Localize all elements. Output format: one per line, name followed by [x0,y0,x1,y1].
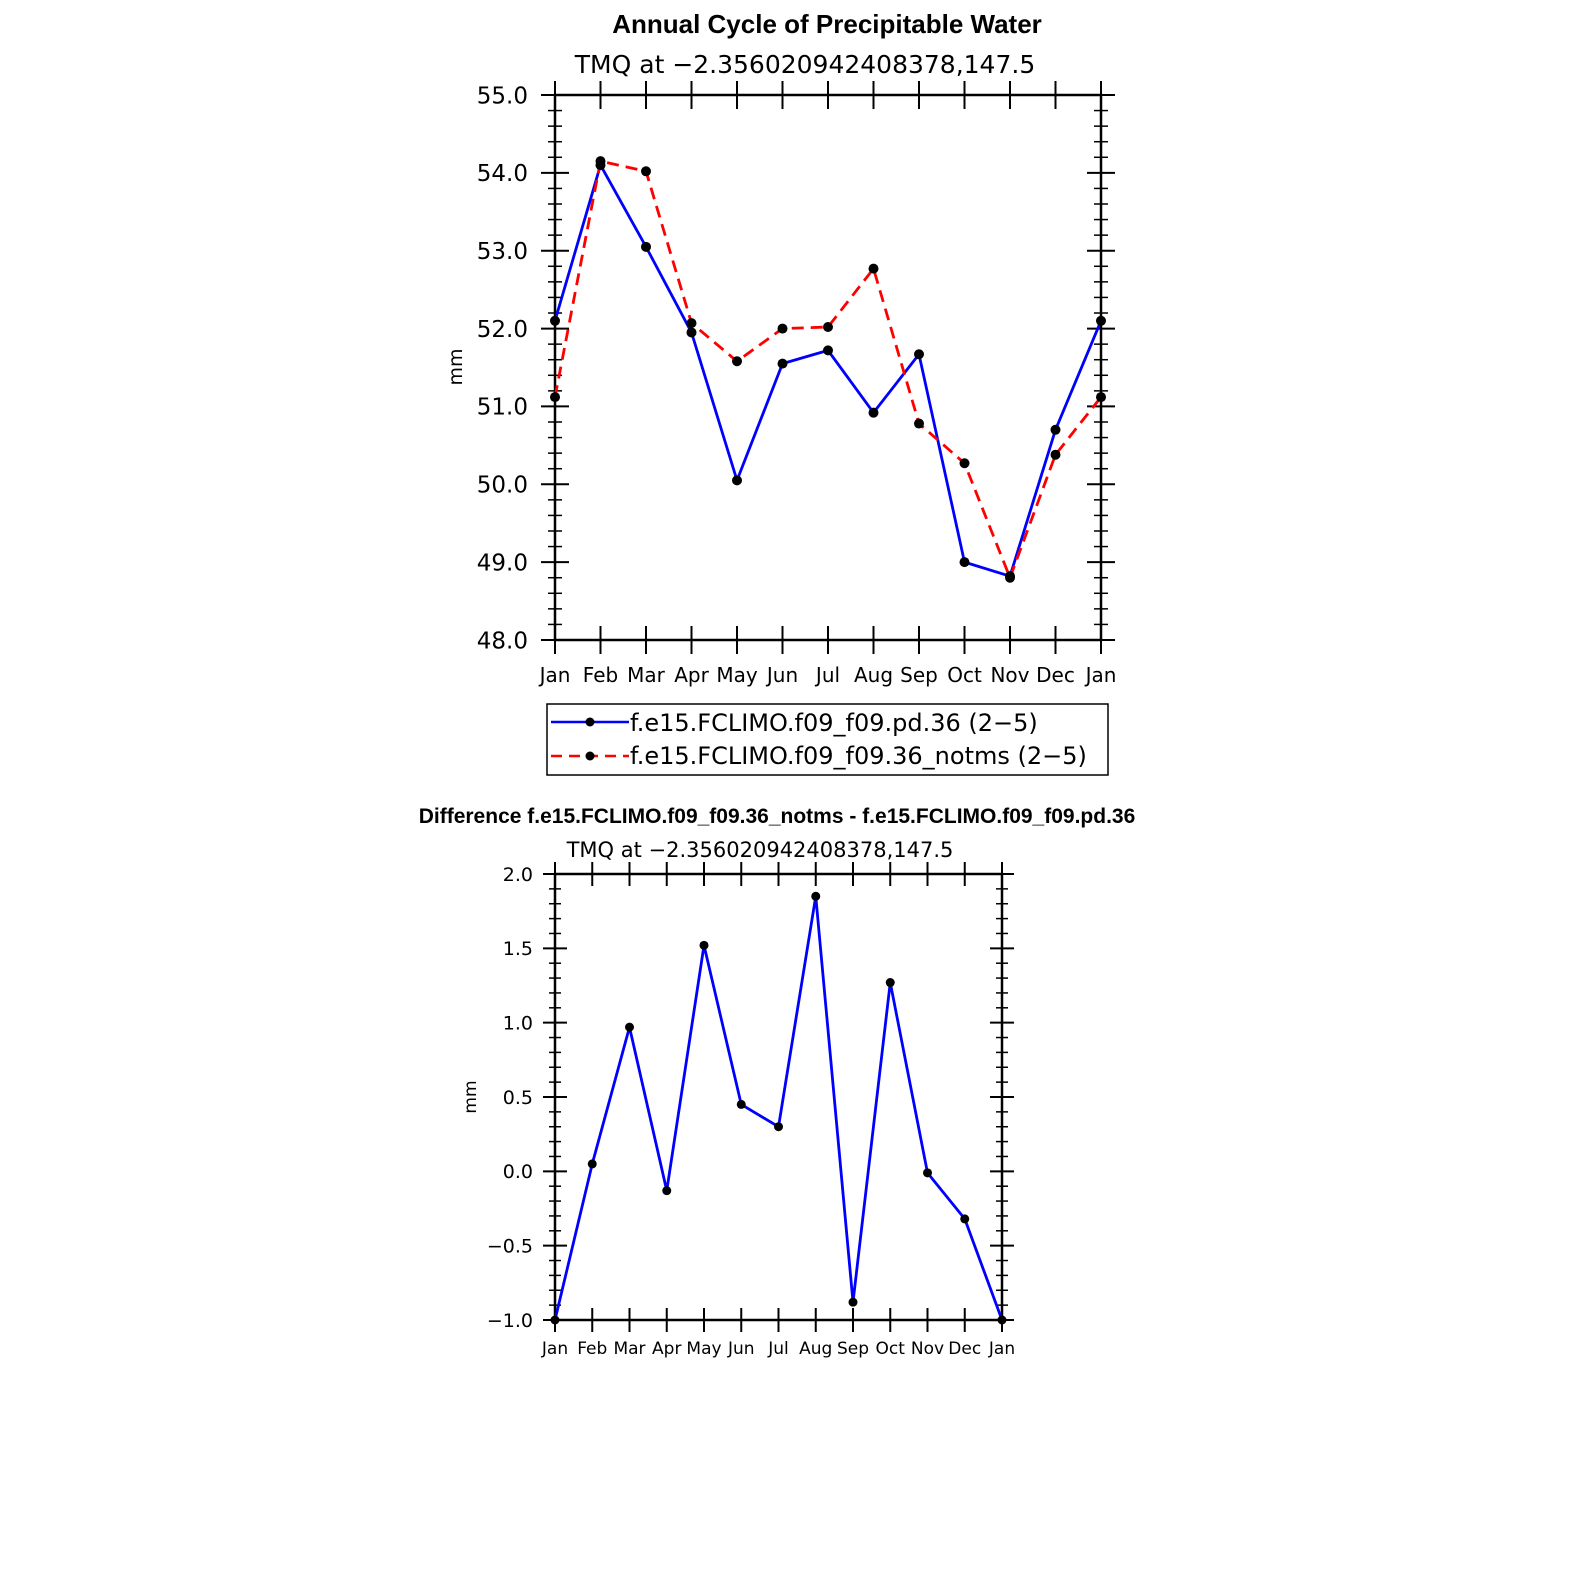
chart2-ytick-label: 2.0 [503,864,533,886]
chart1-xtick-label: Sep [900,663,938,687]
chart1-ytick-label: 52.0 [477,317,528,343]
chart2-subtitle: TMQ at −2.356020942408378,147.5 [566,838,954,862]
chart1-series-1-point [777,358,788,369]
chart1-plot: Jan Feb Mar Apr May Jun Jul Aug Sep Oct Nov Dec Jan 4… [477,81,1117,687]
legend-label-series-1: f.e15.FCLIMO.f09_f09.pd.36 (2−5) [630,709,1038,737]
chart1-series-2-point [550,392,560,403]
chart1-series-1-point [868,407,879,418]
chart2-xtick-label: Apr [652,1339,681,1359]
chart1-xtick-label: Apr [674,663,709,687]
chart1-series-1-point [959,557,970,568]
chart2-xtick-label: Jul [767,1339,789,1359]
chart2-series-1-point [550,1315,560,1325]
chart1-xtick-label: Jun [765,663,798,687]
chart1-series-2-point [914,418,924,429]
chart2-xtick-label: Oct [876,1339,906,1359]
chart1-series-2-point [1005,572,1015,583]
chart1-series-1-point [914,349,924,360]
chart2-plot: Jan Feb Mar Apr May Jun Jul Aug Sep Oct Nov Dec Jan−… [487,862,1015,1359]
chart2-title: Difference f.e15.FCLIMO.f09_f09.36_notms… [419,805,1136,828]
chart1-ytick-label: 53.0 [477,239,528,265]
chart2-ytick-label: 1.0 [503,1013,533,1035]
legend-marker-series-2 [585,751,595,761]
chart1-ytick-label: 49.0 [477,550,528,576]
chart1-title: Annual Cycle of Precipitable Water [612,9,1042,39]
chart1-series-2-point [1050,449,1061,460]
chart1-xtick-label: May [716,663,758,687]
chart1-ytick-label: 55.0 [477,83,528,109]
chart1-ytick-label: 54.0 [477,161,528,187]
chart2-ytick-label: 1.5 [503,938,533,960]
chart2-frame [553,872,1004,1322]
chart1-frame [553,93,1103,642]
chart2-xtick-label: Dec [948,1339,981,1359]
chart1-xtick-label: Feb [583,663,618,687]
chart1-series-2-point [1096,392,1106,403]
chart1-series-2-point [732,356,742,367]
chart1-ylabel: mm [445,348,467,385]
chart2-ytick-label: 0.0 [503,1161,533,1183]
chart2-series-1-point [997,1315,1007,1325]
chart1-series-1-point [732,475,742,486]
chart2-series-1-point [885,978,895,988]
legend-label-series-2: f.e15.FCLIMO.f09_f09.36_notms (2−5) [630,742,1087,770]
chart2-ytick-label: 0.5 [503,1087,533,1109]
chart2-xtick-label: Feb [577,1339,607,1359]
chart2-xtick-label: Nov [911,1339,944,1359]
chart1-xtick-label: Oct [947,663,982,687]
chart1-series-2-point [823,322,833,333]
chart2-series-1-point [625,1022,634,1032]
chart2-series-1-point [699,940,709,950]
chart1-series-2-point [595,156,606,167]
chart1-series-1-point [1050,424,1061,435]
chart2-series-1-point [662,1186,672,1196]
chart1-xtick-label: Aug [854,663,893,687]
chart1-xtick-label: Mar [627,663,666,687]
chart2-xtick-label: Jun [727,1339,755,1359]
chart2-xtick-label: Jan [988,1339,1015,1359]
chart1-xtick-label: Dec [1036,663,1075,687]
chart1-xtick-label: Jan [538,663,571,687]
chart2-series-1-point [774,1122,783,1132]
chart2-series-1-line [553,894,1004,1321]
chart1-series-1-point [641,241,651,252]
chart2-ylabel: mm [461,1080,481,1113]
chart2-series-1-point [811,891,821,901]
chart1-series-2-point [641,166,651,177]
chart2-xtick-label: Mar [613,1339,645,1359]
chart2-series-1-point [736,1099,746,1109]
chart1-series-1-point [550,315,560,326]
chart2-ytick-label: −0.5 [487,1236,533,1258]
chart1-xtick-label: Nov [990,663,1029,687]
chart2-xtick-label: Aug [799,1339,832,1359]
legend-box [546,703,1109,776]
chart2-series-1-point [587,1159,597,1169]
chart1-series-2-line [553,159,1103,580]
chart1-series-2-point [686,318,697,329]
chart2-series-1-point [960,1214,970,1224]
chart1-series-2-point [777,323,788,334]
chart1-subtitle: TMQ at −2.356020942408378,147.5 [574,50,1035,79]
legend-marker-series-1 [585,717,595,727]
chart2-ytick-label: −1.0 [487,1310,533,1332]
chart1-series-1-point [1096,315,1106,326]
chart1-ytick-label: 51.0 [477,395,528,421]
chart2-series-1-point [923,1168,932,1178]
chart1-ytick-label: 48.0 [477,628,528,654]
chart1-series-2-point [959,458,970,469]
chart1-ytick-label: 50.0 [477,473,528,499]
chart2-xtick-label: May [686,1339,721,1359]
chart2-series-1-point [848,1297,858,1307]
chart2-xtick-label: Sep [837,1339,869,1359]
chart1-series-1-point [686,327,697,338]
chart1-series-2-point [868,263,879,274]
chart1-series-1-point [823,345,833,356]
chart1-series-1-line [553,163,1103,578]
chart2-xtick-label: Jan [541,1339,568,1359]
chart1-xtick-label: Jul [814,663,840,687]
chart1-xtick-label: Jan [1084,663,1117,687]
chart1-legend: f.e15.FCLIMO.f09_f09.pd.36 (2−5) f.e15.F… [546,703,1109,776]
